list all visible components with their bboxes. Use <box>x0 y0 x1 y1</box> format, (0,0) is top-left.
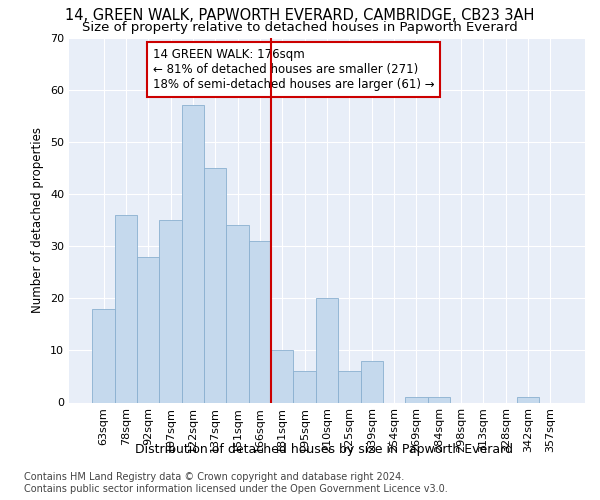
Bar <box>137 256 160 402</box>
Bar <box>316 298 338 403</box>
Text: Contains public sector information licensed under the Open Government Licence v3: Contains public sector information licen… <box>24 484 448 494</box>
Text: Distribution of detached houses by size in Papworth Everard: Distribution of detached houses by size … <box>135 442 513 456</box>
Bar <box>92 308 115 402</box>
Bar <box>226 225 249 402</box>
Bar <box>182 106 204 403</box>
Bar <box>293 371 316 402</box>
Bar <box>428 398 450 402</box>
Bar <box>160 220 182 402</box>
Y-axis label: Number of detached properties: Number of detached properties <box>31 127 44 313</box>
Bar <box>271 350 293 403</box>
Text: Size of property relative to detached houses in Papworth Everard: Size of property relative to detached ho… <box>82 21 518 34</box>
Bar <box>405 398 428 402</box>
Bar <box>517 398 539 402</box>
Text: 14, GREEN WALK, PAPWORTH EVERARD, CAMBRIDGE, CB23 3AH: 14, GREEN WALK, PAPWORTH EVERARD, CAMBRI… <box>65 8 535 23</box>
Bar <box>204 168 226 402</box>
Bar <box>338 371 361 402</box>
Text: 14 GREEN WALK: 176sqm
← 81% of detached houses are smaller (271)
18% of semi-det: 14 GREEN WALK: 176sqm ← 81% of detached … <box>153 48 434 91</box>
Bar <box>115 215 137 402</box>
Text: Contains HM Land Registry data © Crown copyright and database right 2024.: Contains HM Land Registry data © Crown c… <box>24 472 404 482</box>
Bar <box>249 241 271 402</box>
Bar <box>361 361 383 403</box>
